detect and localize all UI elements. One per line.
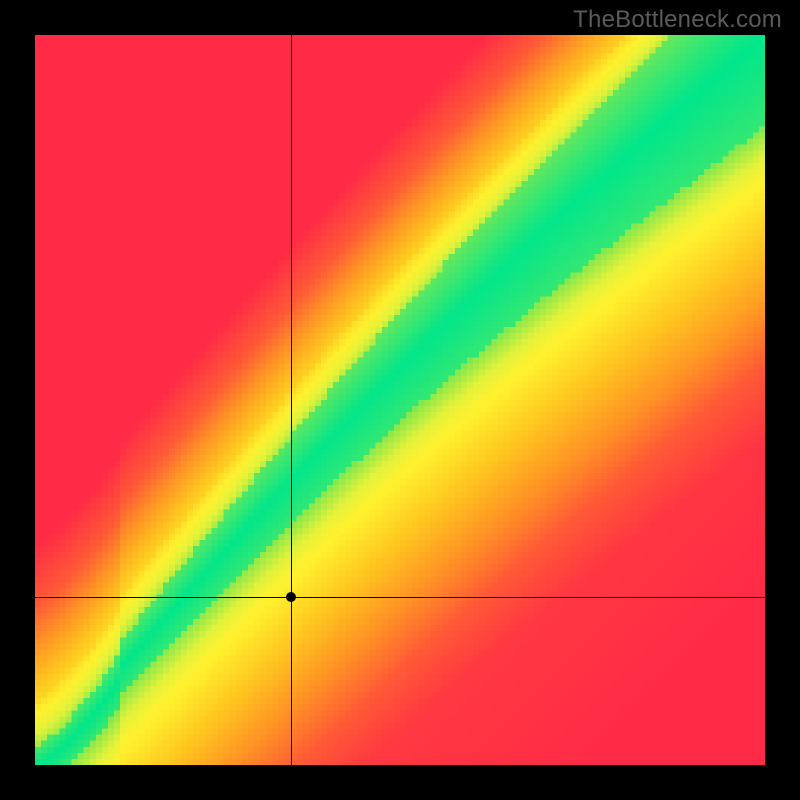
chart-container: TheBottleneck.com — [0, 0, 800, 800]
heatmap-canvas — [35, 35, 765, 765]
crosshair-marker — [286, 592, 296, 602]
watermark-text: TheBottleneck.com — [573, 6, 782, 34]
crosshair-horizontal — [35, 597, 765, 598]
plot-area — [35, 35, 765, 765]
crosshair-vertical — [291, 35, 292, 765]
